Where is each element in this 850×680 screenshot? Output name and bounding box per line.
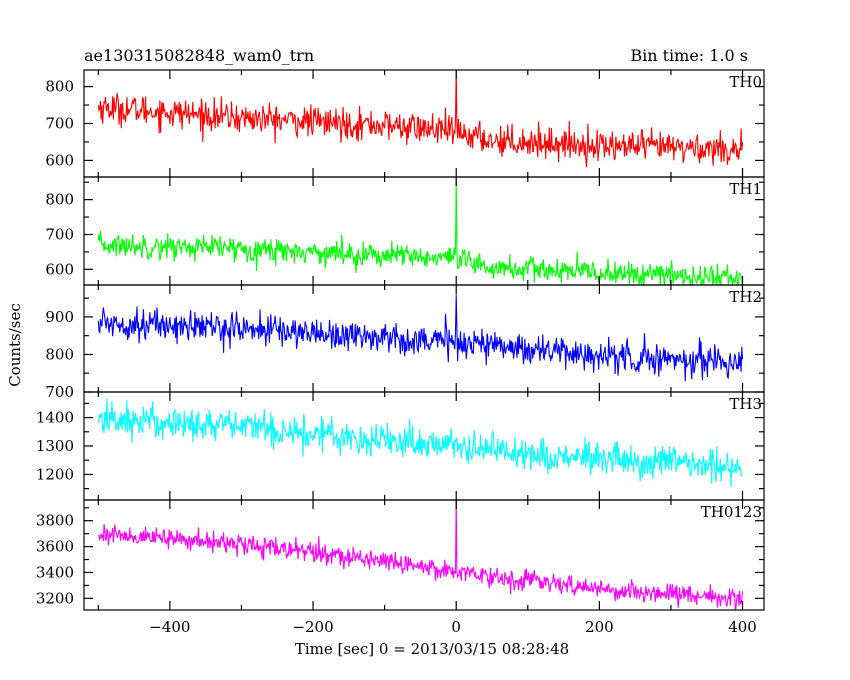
y-tick-label: 800 [45,191,74,209]
y-tick-label: 3600 [36,538,74,556]
x-tick-labels: −400 −200 0 200 400 [149,618,757,636]
y-tick-label: 1200 [36,465,74,483]
chart-title: ae130315082848_wam0_trn [84,46,314,65]
y-tick-label: 1300 [36,437,74,455]
y-axis-label: Counts/sec [6,303,24,387]
panel-th1: 600 700 800 TH1 [45,176,765,286]
series-line-th1 [97,177,743,285]
y-tick-label: 3800 [36,512,74,530]
panel-th3: 1200 1300 1400 TH3 [36,391,765,501]
x-axis-label: Time [sec] 0 = 2013/03/15 08:28:48 [295,640,569,658]
series-line-th0 [97,70,744,168]
x-tick-label: 200 [585,618,614,636]
y-tick-label: 3400 [36,563,74,581]
y-tick-label: 3200 [36,589,74,607]
panel-th2: 700 800 900 TH2 [45,284,765,401]
series-line-th2 [97,294,744,382]
series-label-th1: TH1 [729,180,762,198]
panel-th0: 600 700 800 TH0 [45,69,765,178]
y-tick-label: 800 [45,78,74,96]
y-tick-label: 600 [45,260,74,278]
y-tick-label: 900 [45,308,74,326]
y-tick-label: 1400 [36,409,74,427]
y-tick-label: 700 [45,115,74,133]
bin-time-label: Bin time: 1.0 s [630,46,748,65]
series-label-th2: TH2 [729,288,762,306]
series-line-th3 [97,398,743,487]
x-tick-label: −200 [292,618,333,636]
panel-th0123: 3200 3400 3600 3800 TH0123 [36,499,765,611]
series-label-th0123: TH0123 [701,503,762,521]
series-label-th3: TH3 [729,395,762,413]
panel-stack: 600 700 800 TH0 600 700 800 TH1 700 800 900 TH2 1200… [36,69,765,611]
y-tick-label: 700 [45,383,74,401]
y-tick-label: 700 [45,225,74,243]
y-tick-label: 800 [45,345,74,363]
x-tick-label: 400 [728,618,757,636]
series-label-th0: TH0 [729,73,762,91]
series-line-th0123 [98,500,744,610]
y-tick-label: 600 [45,151,74,169]
x-tick-label: −400 [149,618,190,636]
x-tick-label: 0 [451,618,461,636]
panel-frame [83,499,765,611]
